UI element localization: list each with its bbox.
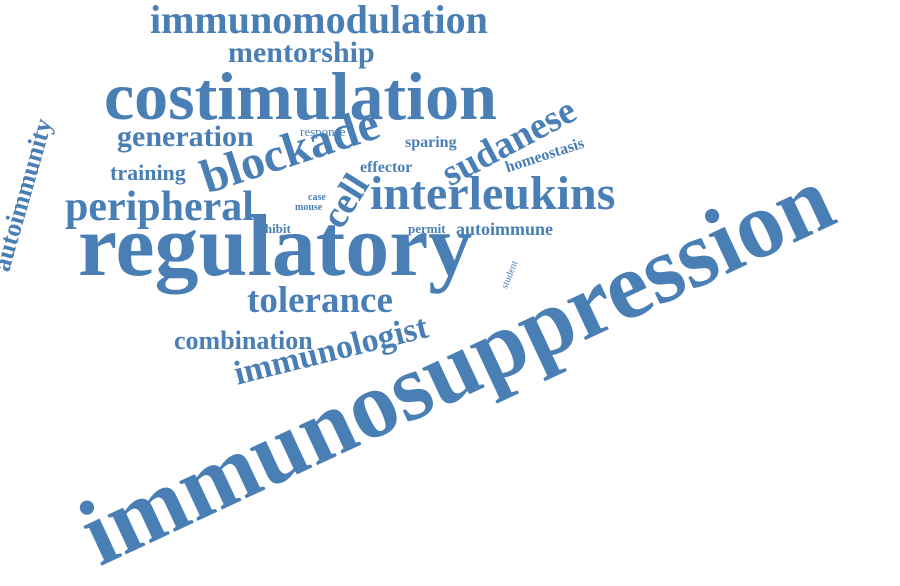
word-inhibit: inhibit [254, 221, 291, 236]
word-autoimmune: autoimmune [456, 219, 554, 239]
word-mouse: mouse [295, 202, 323, 213]
word-permit: permit [408, 221, 446, 236]
word-combination: combination [174, 326, 313, 355]
word-autoimmunity: autoimmunity [0, 115, 58, 275]
word-response: response [300, 124, 346, 139]
word-peripheral: peripheral [65, 184, 254, 230]
word-training: training [110, 160, 186, 185]
word-regulatory: regulatory [78, 198, 473, 295]
word-effector: effector [360, 159, 413, 176]
word-interleukins: interleukins [370, 167, 616, 220]
word-immunomodulation: immunomodulation [150, 0, 488, 42]
word-mentorship: mentorship [228, 36, 375, 69]
word-case: case [308, 192, 326, 203]
word-generation: generation [117, 120, 254, 153]
word-tolerance: tolerance [247, 280, 393, 321]
word-costimulation: costimulation [104, 58, 497, 134]
word-sparing: sparing [405, 134, 457, 151]
